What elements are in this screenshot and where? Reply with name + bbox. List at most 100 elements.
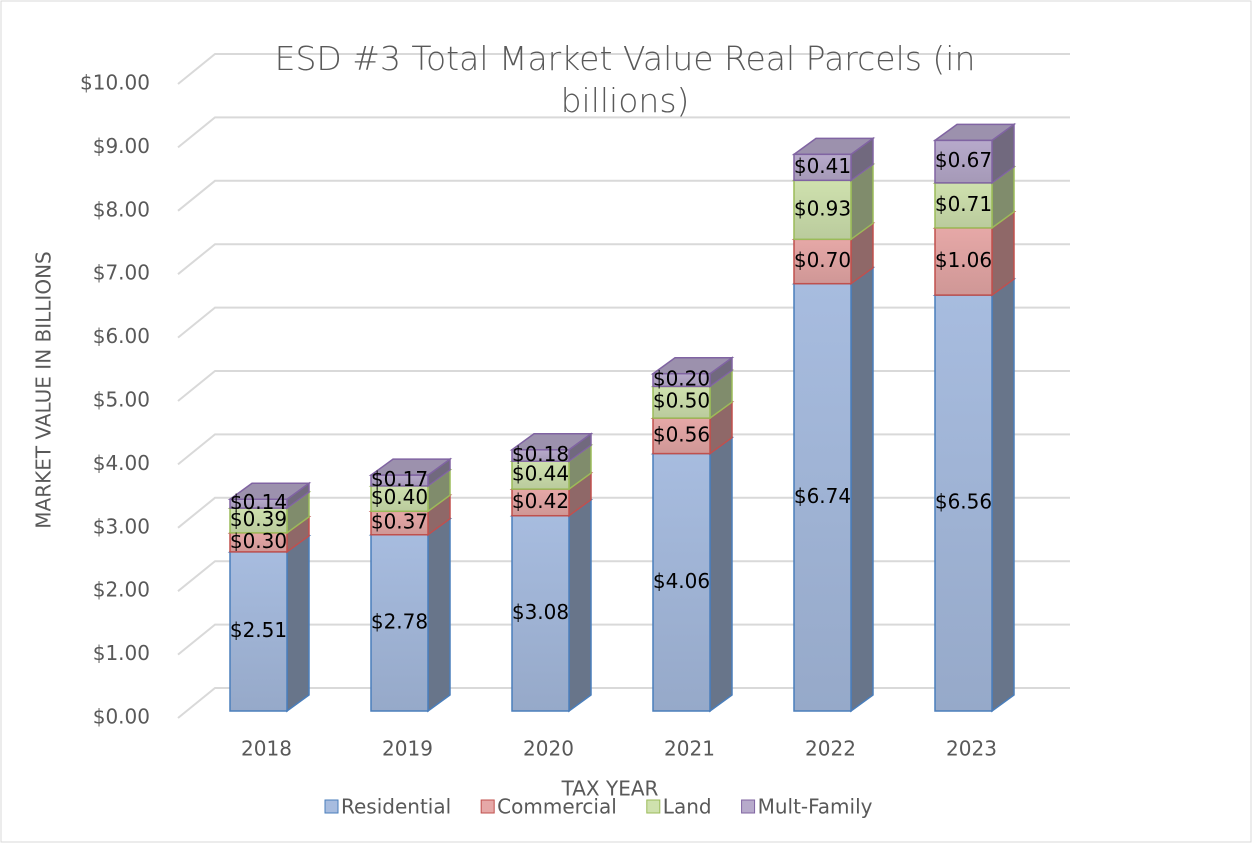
- bar-side: [286, 534, 310, 713]
- grid-line: [177, 370, 1070, 402]
- chart-title: ESD #3 Total Market Value Real Parcels (…: [274, 39, 976, 120]
- legend-swatch: [480, 799, 495, 814]
- y-tick-label: $8.00: [93, 197, 150, 221]
- x-tick-label: 2020: [523, 737, 574, 761]
- y-tick-label: $5.00: [93, 388, 150, 412]
- data-label: $6.74: [794, 484, 851, 508]
- y-axis-label: MARKET VALUE IN BILLIONS: [32, 251, 56, 528]
- bar-front: [370, 485, 429, 513]
- y-tick-label: $7.00: [93, 261, 150, 285]
- data-label: $0.37: [371, 510, 428, 534]
- data-label: $2.78: [371, 609, 428, 633]
- y-tick-label: $4.00: [93, 451, 150, 475]
- data-label: $0.30: [230, 529, 287, 553]
- bar-front: [934, 139, 993, 184]
- bar-segment: [650, 356, 735, 388]
- bar-segment: [368, 457, 453, 488]
- legend-label: Residential: [341, 795, 451, 819]
- data-label: $0.67: [935, 148, 992, 172]
- bar-side: [850, 266, 874, 713]
- grid-line: [177, 496, 1070, 529]
- data-label: $0.18: [512, 442, 569, 466]
- bar-front: [793, 238, 852, 285]
- bar-segment: [932, 210, 1017, 297]
- grid-line: [177, 116, 1070, 149]
- y-tick-label: $9.00: [93, 134, 150, 158]
- data-label: $0.42: [512, 489, 569, 513]
- grid-line: [177, 433, 1070, 466]
- bar-side: [427, 517, 451, 713]
- bar-front: [793, 179, 852, 241]
- bar-segment: [932, 122, 1017, 185]
- grid-line: [177, 306, 1070, 339]
- bar-side: [709, 436, 733, 713]
- x-tick-label: 2022: [805, 737, 856, 761]
- x-tick-label: 2019: [382, 737, 433, 761]
- data-label: $4.06: [653, 569, 710, 593]
- grid-line: [177, 687, 1070, 719]
- bar-front: [370, 533, 429, 712]
- data-label: $0.70: [794, 248, 851, 272]
- bar-front: [934, 227, 993, 296]
- bar-side: [568, 498, 592, 713]
- bar-front: [652, 372, 711, 388]
- bar-front: [652, 385, 711, 419]
- data-label: $1.06: [935, 248, 992, 272]
- bar-front: [652, 417, 711, 455]
- bar-side: [991, 277, 1015, 713]
- bar-segment: [932, 277, 1017, 713]
- bar-front: [370, 474, 429, 487]
- grid-line: [177, 560, 1070, 592]
- data-label: $0.50: [653, 389, 710, 413]
- bar-front: [934, 294, 993, 712]
- x-tick-label: 2018: [241, 737, 292, 761]
- bar-front: [793, 282, 852, 712]
- legend-label: Land: [663, 795, 712, 819]
- x-tick-label: 2021: [664, 737, 715, 761]
- grid-line: [177, 243, 1070, 275]
- x-axis-label: TAX YEAR: [561, 777, 659, 801]
- y-tick-label: $1.00: [93, 641, 150, 665]
- data-label: $0.17: [371, 467, 428, 491]
- bar-front: [511, 449, 570, 462]
- y-tick-label: $6.00: [93, 324, 150, 348]
- bar-front: [793, 153, 852, 182]
- data-label: $6.56: [935, 490, 992, 514]
- data-label: $0.39: [230, 507, 287, 531]
- data-label: $0.93: [794, 196, 851, 220]
- grid-line: [177, 53, 1070, 85]
- data-label: $0.71: [935, 192, 992, 216]
- bar-segment: [227, 481, 312, 510]
- data-label: $0.40: [371, 485, 428, 509]
- y-tick-label: $0.00: [93, 705, 150, 729]
- legend-swatch: [741, 799, 756, 814]
- x-tick-label: 2023: [946, 737, 997, 761]
- bar-front: [229, 498, 288, 509]
- bar-segment: [368, 517, 453, 713]
- bar-front: [229, 551, 288, 712]
- data-label: $0.41: [794, 154, 851, 178]
- bar-front: [511, 488, 570, 517]
- bar-segment: [791, 136, 876, 182]
- bar-segment: [509, 432, 594, 463]
- legend-label: Mult-Family: [758, 795, 873, 819]
- legend-swatch: [324, 799, 339, 814]
- data-label: $0.44: [512, 462, 569, 486]
- bar-front: [934, 182, 993, 229]
- data-label: $2.51: [230, 618, 287, 642]
- y-tick-label: $10.00: [80, 71, 150, 95]
- legend-label: Commercial: [497, 795, 617, 819]
- data-label: $0.14: [230, 490, 287, 514]
- grid-line: [177, 179, 1070, 212]
- data-label: $0.20: [653, 367, 710, 391]
- bar-front: [511, 514, 570, 712]
- legend-swatch: [646, 799, 661, 814]
- bar-front: [229, 507, 288, 534]
- data-label: $0.56: [653, 422, 710, 446]
- y-tick-label: $2.00: [93, 578, 150, 602]
